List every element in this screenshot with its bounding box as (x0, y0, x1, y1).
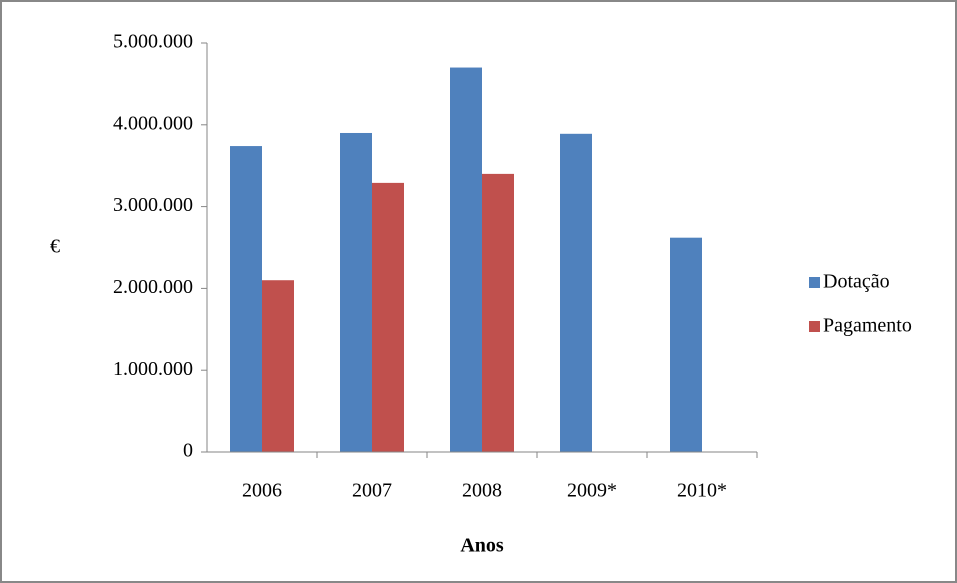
y-tick-label: 3.000.000 (113, 194, 193, 216)
legend-label: Pagamento (823, 315, 912, 337)
legend-swatch (809, 321, 820, 332)
x-tick-label: 2008 (462, 480, 502, 502)
x-tick-label: 2006 (242, 480, 282, 502)
x-tick-label: 2007 (352, 480, 392, 502)
x-tick-label: 2009* (567, 480, 617, 502)
x-axis-label: Anos (460, 535, 504, 557)
bar (230, 146, 262, 452)
x-tick-label: 2010* (677, 480, 727, 502)
bar (372, 182, 404, 453)
bar (450, 67, 482, 452)
y-tick-label: 2.000.000 (113, 276, 193, 298)
bar (482, 173, 514, 452)
bar (560, 133, 592, 452)
legend-label: Dotação (823, 271, 890, 293)
legend-swatch (809, 277, 820, 288)
y-tick-label: 1.000.000 (113, 358, 193, 380)
bar (670, 237, 702, 452)
bar (262, 280, 294, 452)
y-tick-label: 5.000.000 (113, 31, 193, 53)
y-axis-label: € (50, 236, 60, 258)
y-tick-label: 4.000.000 (113, 112, 193, 134)
bar (340, 132, 372, 453)
y-tick-label: 0 (183, 440, 193, 462)
